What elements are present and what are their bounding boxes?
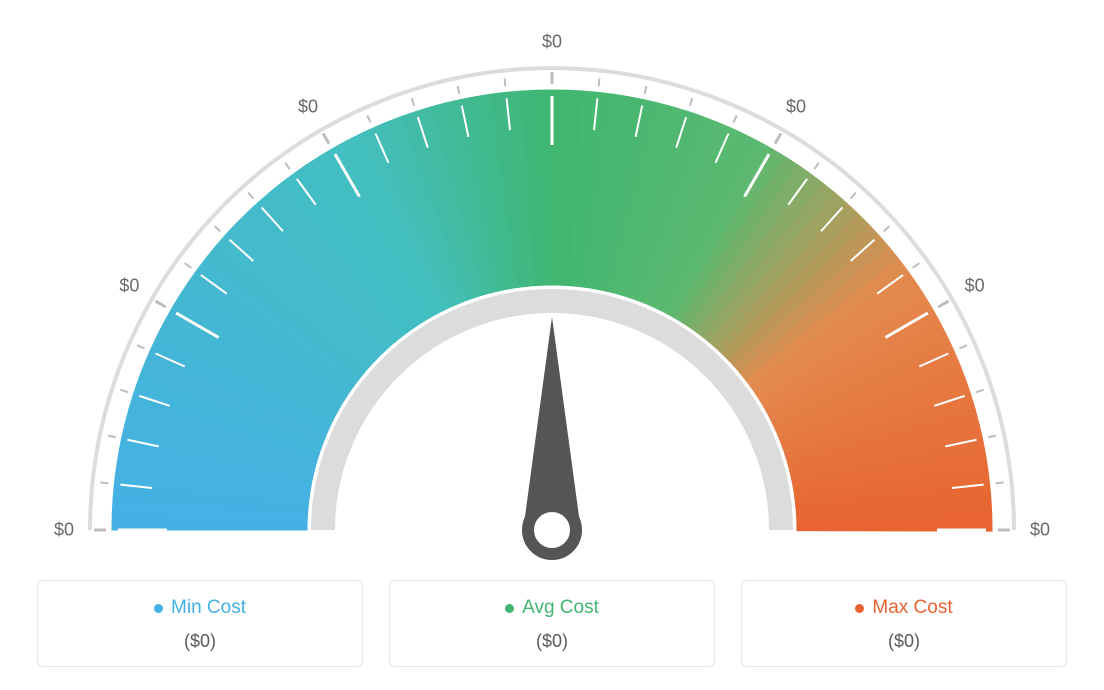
minor-tick-outer bbox=[976, 390, 984, 392]
tick-label: $0 bbox=[119, 276, 139, 297]
legend-card-min: Min Cost ($0) bbox=[37, 580, 363, 667]
minor-tick-outer bbox=[185, 263, 191, 268]
gauge-chart-container: $0$0$0$0$0$0$0 Min Cost($0)Avg Cost($0)M… bbox=[0, 0, 1104, 690]
minor-tick-outer bbox=[850, 193, 855, 199]
minor-tick-outer bbox=[883, 226, 889, 231]
legend-heading-max: Max Cost bbox=[855, 597, 952, 619]
minor-tick-outer bbox=[120, 390, 128, 392]
legend-label-min: Min Cost bbox=[171, 597, 246, 619]
minor-tick-outer bbox=[645, 86, 647, 94]
major-tick-outer bbox=[938, 301, 948, 307]
minor-tick-outer bbox=[988, 436, 996, 438]
tick-label: $0 bbox=[1030, 520, 1050, 541]
gauge-svg bbox=[22, 10, 1082, 570]
legend-value-avg: ($0) bbox=[400, 631, 704, 652]
legend-card-max: Max Cost ($0) bbox=[741, 580, 1067, 667]
major-tick-outer bbox=[323, 133, 329, 143]
tick-label: $0 bbox=[54, 520, 74, 541]
tick-label: $0 bbox=[542, 32, 562, 53]
minor-tick-outer bbox=[412, 98, 414, 106]
minor-tick-outer bbox=[458, 86, 460, 94]
minor-tick-outer bbox=[505, 78, 506, 86]
legend-dot-icon bbox=[855, 604, 864, 613]
legend-label-avg: Avg Cost bbox=[522, 597, 599, 619]
legend-value-max: ($0) bbox=[752, 631, 1056, 652]
minor-tick-outer bbox=[733, 115, 736, 122]
minor-tick-outer bbox=[913, 263, 919, 268]
minor-tick-outer bbox=[996, 483, 1004, 484]
legend-dot-icon bbox=[505, 604, 514, 613]
minor-tick-outer bbox=[100, 483, 108, 484]
minor-tick-outer bbox=[959, 345, 966, 348]
tick-label: $0 bbox=[965, 276, 985, 297]
legend-label-max: Max Cost bbox=[872, 597, 952, 619]
minor-tick-outer bbox=[814, 163, 819, 169]
minor-tick-outer bbox=[285, 163, 290, 169]
legend-heading-min: Min Cost bbox=[154, 597, 246, 619]
minor-tick-outer bbox=[690, 98, 692, 106]
minor-tick-outer bbox=[599, 78, 600, 86]
minor-tick-outer bbox=[367, 115, 370, 122]
legend-card-avg: Avg Cost ($0) bbox=[389, 580, 715, 667]
tick-label: $0 bbox=[786, 97, 806, 118]
gauge-area: $0 $0 $0 $0 $0 $0 $0 bbox=[22, 10, 1082, 570]
minor-tick-outer bbox=[215, 226, 221, 231]
legend-dot-icon bbox=[154, 604, 163, 613]
major-tick-outer bbox=[155, 301, 165, 307]
tick-label: $0 bbox=[298, 97, 318, 118]
minor-tick-outer bbox=[108, 436, 116, 438]
major-tick-outer bbox=[775, 133, 781, 143]
legend-row: Min Cost ($0) Avg Cost ($0) Max Cost ($0) bbox=[37, 580, 1067, 667]
legend-value-min: ($0) bbox=[48, 631, 352, 652]
legend-heading-avg: Avg Cost bbox=[505, 597, 599, 619]
minor-tick-outer bbox=[137, 345, 144, 348]
minor-tick-outer bbox=[248, 193, 253, 199]
gauge-hub bbox=[528, 506, 576, 554]
